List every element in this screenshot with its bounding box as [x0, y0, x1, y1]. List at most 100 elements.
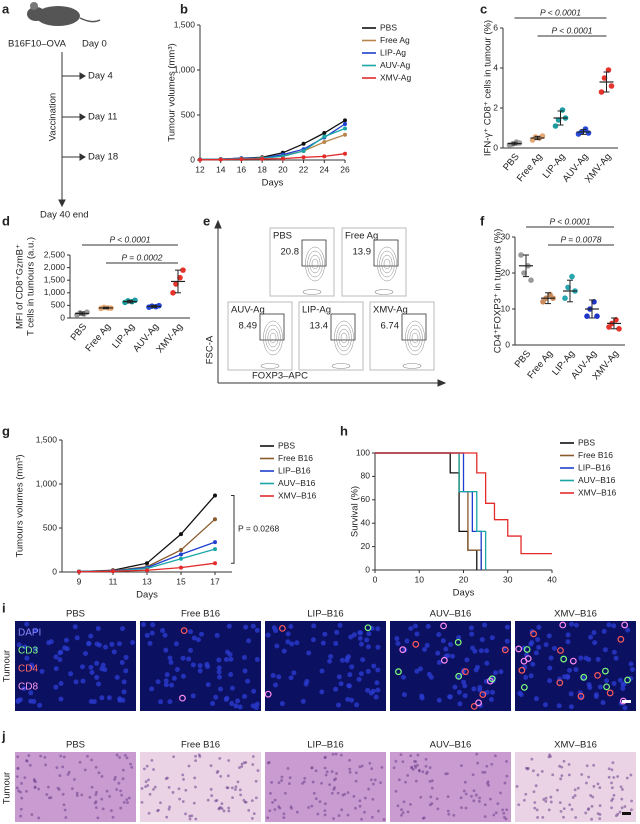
nucleus: [110, 809, 113, 812]
nucleus: [323, 809, 327, 812]
stained-cell: [603, 683, 611, 691]
nucleus: [607, 767, 611, 771]
nucleus: [288, 624, 294, 630]
nucleus: [217, 686, 223, 692]
nucleus: [123, 654, 129, 660]
gate: [373, 239, 399, 267]
nucleus: [39, 668, 45, 674]
nucleus: [560, 774, 564, 778]
x-tick-label: Free Ag: [515, 151, 545, 184]
data-point: [301, 149, 306, 153]
y-axis-label: Survival (%): [350, 486, 361, 537]
nucleus: [348, 770, 352, 774]
fluorescence-image: [15, 621, 136, 711]
nucleus: [121, 679, 127, 685]
nucleus: [19, 807, 23, 811]
nucleus: [485, 764, 489, 768]
nucleus: [188, 817, 192, 821]
nucleus: [562, 815, 565, 819]
nucleus: [573, 788, 577, 792]
nucleus: [354, 806, 357, 810]
stained-cell: [560, 655, 568, 663]
nucleus: [533, 696, 539, 702]
p-value: P < 0.0001: [549, 216, 590, 226]
nucleus: [622, 705, 628, 711]
nucleus: [358, 804, 362, 808]
nucleus: [425, 623, 431, 629]
nucleus: [548, 655, 554, 661]
nucleus: [589, 794, 593, 797]
nucleus: [235, 698, 241, 704]
stained-cell: [621, 621, 629, 629]
nucleus: [20, 782, 23, 785]
nucleus: [254, 796, 258, 800]
nucleus: [130, 765, 134, 769]
nucleus: [356, 676, 362, 682]
data-point: [213, 540, 217, 545]
x-tick-label: 17: [210, 576, 220, 586]
nucleus: [424, 642, 430, 648]
nucleus: [140, 800, 144, 804]
nucleus: [459, 796, 463, 800]
legend-label: AUV-Ag: [380, 60, 411, 70]
nucleus: [464, 792, 468, 796]
nucleus: [88, 698, 94, 704]
nucleus: [348, 767, 352, 771]
p-value: P < 0.0001: [109, 234, 150, 244]
nucleus: [533, 806, 537, 810]
nucleus: [142, 767, 146, 771]
nucleus: [445, 653, 451, 659]
legend-label: XMV–B16: [278, 490, 317, 500]
nucleus: [629, 773, 633, 777]
nucleus: [28, 690, 34, 696]
nucleus: [472, 799, 476, 803]
nucleus: [58, 774, 62, 777]
nucleus: [144, 632, 150, 638]
y-tick-label: 6: [493, 22, 498, 32]
nucleus: [530, 757, 534, 761]
nucleus: [100, 662, 106, 668]
nucleus: [435, 650, 441, 656]
contour: [307, 250, 323, 278]
panel-letter: e: [203, 213, 210, 228]
data-point: [213, 493, 217, 498]
nucleus: [218, 757, 222, 760]
nucleus: [531, 769, 535, 773]
gate-percentage: 13.9: [353, 247, 372, 258]
y-axis-label: IFN-γ⁺ CD8⁺ cells in tumour (%): [483, 20, 494, 156]
data-point: [594, 313, 600, 320]
nucleus: [57, 657, 63, 663]
y-tick-label: 1,500: [174, 19, 196, 29]
legend-label: Free B16: [578, 450, 613, 460]
data-point: [145, 568, 149, 573]
stained-cell: [455, 672, 463, 680]
data-point: [601, 75, 608, 81]
nucleus: [620, 797, 624, 801]
y-tick-label: 100: [356, 447, 370, 457]
x-tick-label: 16: [237, 164, 247, 174]
nucleus: [158, 699, 164, 705]
x-tick-label: 18: [257, 164, 267, 174]
stained-cell: [179, 694, 186, 702]
y-tick-label: 30: [501, 231, 511, 241]
nucleus: [568, 803, 572, 807]
stained-cell: [501, 646, 509, 654]
nucleus: [323, 756, 327, 760]
nucleus: [270, 673, 276, 679]
data-point: [179, 565, 183, 570]
nucleus: [598, 813, 602, 816]
nucleus: [464, 806, 468, 810]
nucleus: [157, 808, 160, 812]
nucleus: [279, 701, 285, 707]
data-point: [84, 309, 90, 316]
gate: [259, 313, 285, 341]
gate-percentage: 8.49: [239, 321, 258, 332]
nucleus: [357, 635, 363, 641]
nucleus: [167, 699, 173, 705]
nucleus: [524, 792, 528, 796]
nucleus: [160, 628, 166, 634]
nucleus: [562, 759, 566, 763]
scale-bar: [622, 700, 631, 703]
nucleus: [95, 626, 101, 632]
nucleus: [612, 793, 616, 797]
